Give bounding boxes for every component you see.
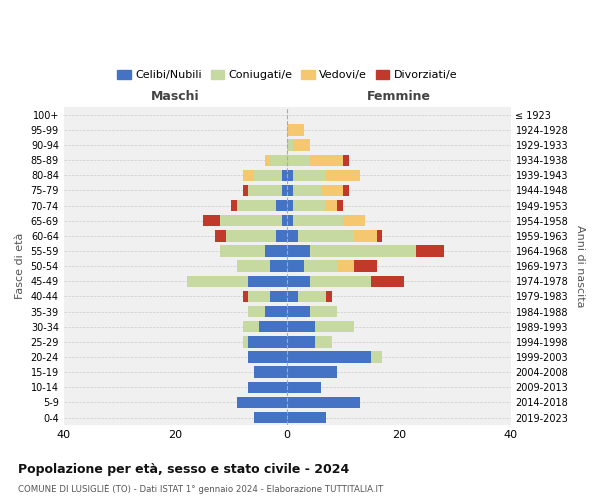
Bar	[287, 276, 310, 287]
Bar	[287, 140, 293, 150]
Bar	[293, 215, 343, 226]
Bar	[259, 321, 287, 332]
Bar	[242, 170, 254, 181]
Bar	[237, 397, 287, 408]
Bar	[242, 185, 248, 196]
Bar	[287, 124, 304, 136]
Text: Femmine: Femmine	[367, 90, 431, 102]
Bar	[293, 200, 326, 211]
Bar	[237, 260, 271, 272]
Bar	[271, 260, 287, 272]
Bar	[281, 185, 287, 196]
Bar	[377, 230, 382, 241]
Bar	[276, 200, 287, 211]
Bar	[271, 154, 287, 166]
Bar	[310, 276, 371, 287]
Bar	[310, 154, 343, 166]
Y-axis label: Anni di nascita: Anni di nascita	[575, 225, 585, 308]
Bar	[248, 352, 287, 362]
Bar	[354, 230, 377, 241]
Bar	[187, 276, 248, 287]
Bar	[265, 306, 287, 318]
Bar	[248, 382, 287, 393]
Bar	[287, 366, 337, 378]
Bar	[337, 200, 343, 211]
Bar	[315, 336, 332, 347]
Bar	[248, 185, 281, 196]
Bar	[326, 291, 332, 302]
Bar	[248, 336, 287, 347]
Bar	[287, 246, 310, 256]
Bar	[287, 260, 304, 272]
Bar	[354, 260, 377, 272]
Bar	[248, 291, 271, 302]
Bar	[265, 154, 271, 166]
Bar	[293, 140, 310, 150]
Bar	[321, 185, 343, 196]
Bar	[287, 397, 360, 408]
Bar	[281, 215, 287, 226]
Legend: Celibi/Nubili, Coniugati/e, Vedovi/e, Divorziati/e: Celibi/Nubili, Coniugati/e, Vedovi/e, Di…	[113, 65, 461, 84]
Bar	[265, 246, 287, 256]
Bar	[237, 200, 276, 211]
Bar	[304, 260, 337, 272]
Bar	[220, 246, 265, 256]
Bar	[343, 215, 365, 226]
Bar	[293, 185, 321, 196]
Bar	[248, 276, 287, 287]
Bar	[287, 185, 293, 196]
Bar	[287, 412, 326, 423]
Bar	[326, 200, 337, 211]
Bar	[254, 412, 287, 423]
Bar	[242, 336, 248, 347]
Bar	[203, 215, 220, 226]
Bar	[287, 336, 315, 347]
Text: COMUNE DI LUSIGLIÈ (TO) - Dati ISTAT 1° gennaio 2024 - Elaborazione TUTTITALIA.: COMUNE DI LUSIGLIÈ (TO) - Dati ISTAT 1°…	[18, 484, 383, 494]
Bar	[416, 246, 443, 256]
Y-axis label: Fasce di età: Fasce di età	[15, 233, 25, 300]
Bar	[343, 185, 349, 196]
Bar	[287, 154, 310, 166]
Bar	[226, 230, 276, 241]
Bar	[287, 215, 293, 226]
Bar	[254, 170, 281, 181]
Bar	[287, 306, 310, 318]
Bar	[287, 200, 293, 211]
Bar	[271, 291, 287, 302]
Bar	[293, 170, 326, 181]
Bar	[310, 246, 416, 256]
Bar	[343, 154, 349, 166]
Bar	[371, 352, 382, 362]
Bar	[287, 170, 293, 181]
Bar	[220, 215, 281, 226]
Bar	[281, 170, 287, 181]
Bar	[242, 321, 259, 332]
Bar	[242, 291, 248, 302]
Bar	[287, 352, 371, 362]
Bar	[254, 366, 287, 378]
Text: Popolazione per età, sesso e stato civile - 2024: Popolazione per età, sesso e stato civil…	[18, 462, 349, 475]
Bar	[326, 170, 360, 181]
Bar	[371, 276, 404, 287]
Text: Maschi: Maschi	[151, 90, 200, 102]
Bar	[287, 382, 321, 393]
Bar	[248, 306, 265, 318]
Bar	[276, 230, 287, 241]
Bar	[287, 230, 298, 241]
Bar	[287, 291, 298, 302]
Bar	[287, 321, 315, 332]
Bar	[298, 291, 326, 302]
Bar	[310, 306, 337, 318]
Bar	[337, 260, 354, 272]
Bar	[315, 321, 354, 332]
Bar	[232, 200, 237, 211]
Bar	[215, 230, 226, 241]
Bar	[298, 230, 354, 241]
